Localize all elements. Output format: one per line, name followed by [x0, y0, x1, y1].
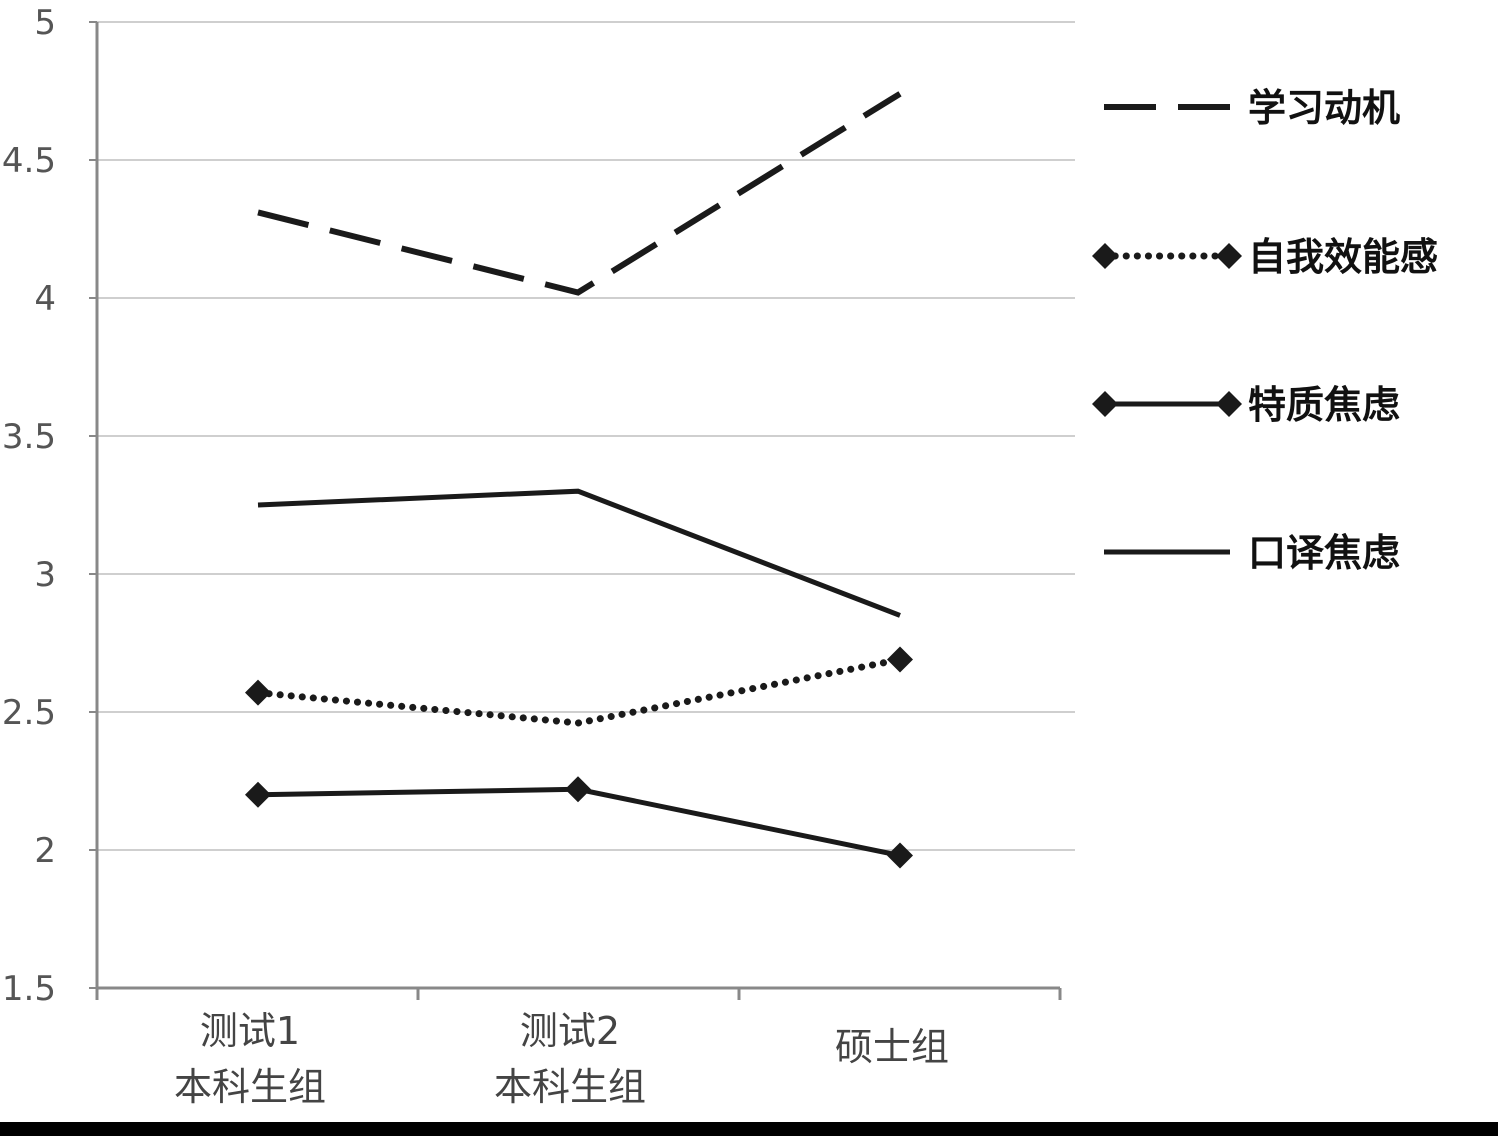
legend-label: 自我效能感 [1248, 235, 1438, 279]
y-tick-label: 4 [34, 279, 56, 319]
data-point-marker [887, 842, 913, 869]
x-category-label: 本科生组 [174, 1065, 326, 1109]
legend-label: 特质焦虑 [1248, 383, 1400, 427]
legend-label: 学习动机 [1248, 86, 1400, 130]
x-category-label: 测试1 [200, 1009, 300, 1053]
legend-marker [1092, 391, 1118, 417]
legend-marker [1216, 243, 1242, 269]
y-tick-label: 4.5 [2, 141, 56, 181]
data-point-marker [245, 781, 271, 808]
gridlines [97, 21, 1075, 851]
y-tick-label: 5 [34, 3, 56, 43]
legend-label: 口译焦虑 [1248, 531, 1400, 575]
y-tick-label: 3.5 [2, 417, 56, 457]
data-point-marker [245, 679, 271, 706]
y-tick-label: 2.5 [2, 693, 56, 733]
x-category-label: 测试2 [520, 1009, 620, 1053]
series-line-4 [257, 488, 901, 618]
legend-marker [1216, 391, 1242, 417]
legend-marker [1092, 243, 1118, 269]
x-category-label: 硕士组 [835, 1025, 949, 1069]
y-tick-label: 1.5 [2, 969, 56, 1009]
series-line-1 [257, 91, 902, 296]
x-category-label: 本科生组 [494, 1065, 646, 1109]
data-point-marker [565, 776, 591, 803]
series-lines [245, 91, 913, 869]
axes: 1.5 2 2.5 3 3.5 4 4.5 5 测试1 本科生组 测试2 本科生组 硕士组 [2, 3, 1062, 1109]
series-line-2 [254, 656, 904, 727]
y-tick-label: 3 [34, 555, 56, 595]
data-point-marker [887, 646, 913, 673]
y-tick-label: 2 [34, 831, 56, 871]
bottom-border [0, 1122, 1498, 1136]
